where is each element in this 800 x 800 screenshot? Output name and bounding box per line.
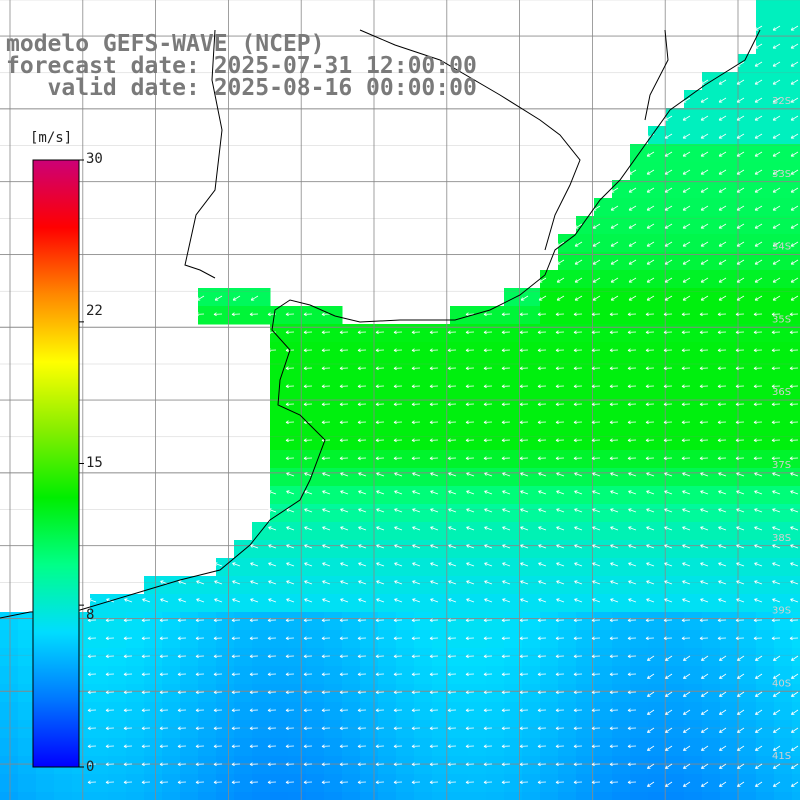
title-valid-date: valid date: 2025-08-16 00:00:00 (6, 75, 477, 101)
latitude-labels: 32S 33S 34S 35S 36S 37S 38S 39S 40S 41S (772, 96, 791, 762)
lat-label-37S: 37S (772, 460, 791, 471)
colorbar (32, 159, 84, 768)
lat-label-33S: 33S (772, 169, 791, 180)
lat-label-34S: 34S (772, 242, 791, 253)
lat-label-38S: 38S (772, 533, 791, 544)
colorbar-tick-22: 22 (86, 303, 103, 319)
lat-label-36S: 36S (772, 387, 791, 398)
title-forecast-date: forecast date: 2025-07-31 12:00:00 (6, 53, 477, 79)
title-model: modelo GEFS-WAVE (NCEP) (6, 31, 325, 57)
lat-label-41S: 41S (772, 751, 791, 762)
colorbar-tick-0: 0 (86, 759, 95, 775)
coastline (0, 29, 761, 619)
colorbar-tick-30: 30 (86, 151, 103, 167)
colorbar-gradient (32, 159, 80, 768)
lat-label-32S: 32S (772, 96, 791, 107)
lat-label-40S: 40S (772, 678, 791, 689)
lat-label-35S: 35S (772, 314, 791, 325)
colorbar-tick-8: 8 (86, 607, 95, 623)
colorbar-tick-15: 15 (86, 455, 103, 471)
lat-label-39S: 39S (772, 606, 791, 617)
wind-arrows (87, 25, 799, 787)
colorbar-unit: [m/s] (30, 130, 73, 146)
